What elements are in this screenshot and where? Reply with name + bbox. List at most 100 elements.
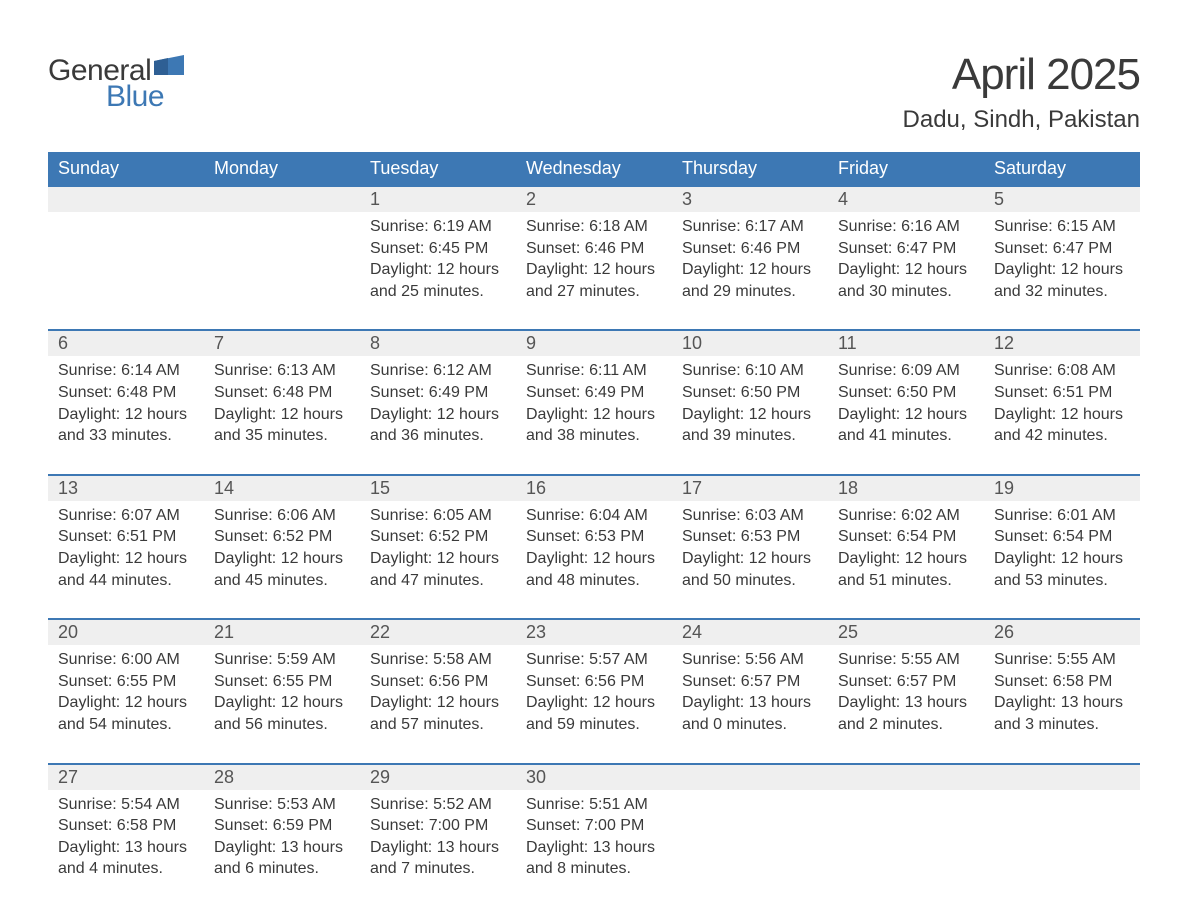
sunset-line: Sunset: 6:48 PM [58,382,194,404]
sunset-line: Sunset: 6:45 PM [370,238,506,260]
weekday-header-row: SundayMondayTuesdayWednesdayThursdayFrid… [48,152,1140,186]
day-number-row: 13141516171819 [48,475,1140,501]
sunrise-line: Sunrise: 6:19 AM [370,216,506,238]
sunrise-line: Sunrise: 5:56 AM [682,649,818,671]
daylight-line-2: and 39 minutes. [682,425,818,447]
daylight-line-1: Daylight: 13 hours [214,837,350,859]
sunrise-line: Sunrise: 6:12 AM [370,360,506,382]
daylight-line-2: and 42 minutes. [994,425,1130,447]
sunset-line: Sunset: 6:46 PM [682,238,818,260]
day-data-cell: Sunrise: 5:59 AMSunset: 6:55 PMDaylight:… [204,645,360,749]
day-data-cell: Sunrise: 6:15 AMSunset: 6:47 PMDaylight:… [984,212,1140,316]
sunrise-line: Sunrise: 6:10 AM [682,360,818,382]
day-number-row: 12345 [48,186,1140,212]
day-number-cell: 8 [360,330,516,356]
sunset-line: Sunset: 6:52 PM [370,526,506,548]
day-number-cell: 4 [828,186,984,212]
day-number-row: 20212223242526 [48,619,1140,645]
daylight-line-1: Daylight: 13 hours [994,692,1130,714]
sunrise-line: Sunrise: 6:09 AM [838,360,974,382]
day-data-cell: Sunrise: 5:51 AMSunset: 7:00 PMDaylight:… [516,790,672,894]
spacer-row [48,605,1140,619]
sunrise-line: Sunrise: 5:57 AM [526,649,662,671]
daylight-line-1: Daylight: 12 hours [526,259,662,281]
day-data-cell [672,790,828,894]
day-number-row: 6789101112 [48,330,1140,356]
daylight-line-1: Daylight: 12 hours [838,548,974,570]
day-data-cell: Sunrise: 6:11 AMSunset: 6:49 PMDaylight:… [516,356,672,460]
daylight-line-2: and 38 minutes. [526,425,662,447]
sunset-line: Sunset: 7:00 PM [526,815,662,837]
daylight-line-2: and 6 minutes. [214,858,350,880]
daylight-line-1: Daylight: 12 hours [994,404,1130,426]
sunset-line: Sunset: 6:56 PM [526,671,662,693]
sunset-line: Sunset: 6:54 PM [838,526,974,548]
day-data-row: Sunrise: 6:14 AMSunset: 6:48 PMDaylight:… [48,356,1140,460]
day-data-cell: Sunrise: 6:04 AMSunset: 6:53 PMDaylight:… [516,501,672,605]
daylight-line-1: Daylight: 12 hours [682,404,818,426]
daylight-line-1: Daylight: 13 hours [526,837,662,859]
day-number-cell: 19 [984,475,1140,501]
day-number-cell: 24 [672,619,828,645]
daylight-line-2: and 27 minutes. [526,281,662,303]
daylight-line-1: Daylight: 12 hours [838,259,974,281]
sunset-line: Sunset: 6:57 PM [682,671,818,693]
daylight-line-2: and 44 minutes. [58,570,194,592]
daylight-line-2: and 0 minutes. [682,714,818,736]
daylight-line-1: Daylight: 12 hours [370,692,506,714]
day-data-cell [204,212,360,316]
logo: General Blue [48,50,184,114]
sunset-line: Sunset: 6:51 PM [58,526,194,548]
sunset-line: Sunset: 6:52 PM [214,526,350,548]
day-data-cell: Sunrise: 6:00 AMSunset: 6:55 PMDaylight:… [48,645,204,749]
sunrise-line: Sunrise: 6:08 AM [994,360,1130,382]
sunrise-line: Sunrise: 6:15 AM [994,216,1130,238]
day-data-cell: Sunrise: 5:55 AMSunset: 6:58 PMDaylight:… [984,645,1140,749]
day-data-cell: Sunrise: 6:14 AMSunset: 6:48 PMDaylight:… [48,356,204,460]
day-data-cell: Sunrise: 5:55 AMSunset: 6:57 PMDaylight:… [828,645,984,749]
daylight-line-1: Daylight: 12 hours [214,404,350,426]
daylight-line-1: Daylight: 12 hours [526,404,662,426]
day-number-cell: 11 [828,330,984,356]
day-number-cell: 14 [204,475,360,501]
daylight-line-2: and 51 minutes. [838,570,974,592]
day-number-cell: 23 [516,619,672,645]
daylight-line-1: Daylight: 13 hours [682,692,818,714]
day-data-cell: Sunrise: 5:58 AMSunset: 6:56 PMDaylight:… [360,645,516,749]
day-number-cell: 27 [48,764,204,790]
daylight-line-2: and 32 minutes. [994,281,1130,303]
daylight-line-2: and 50 minutes. [682,570,818,592]
weekday-header: Thursday [672,152,828,186]
location-label: Dadu, Sindh, Pakistan [903,106,1140,134]
sunrise-line: Sunrise: 6:03 AM [682,505,818,527]
day-number-cell [672,764,828,790]
daylight-line-1: Daylight: 12 hours [370,259,506,281]
daylight-line-2: and 36 minutes. [370,425,506,447]
day-number-cell: 20 [48,619,204,645]
sunset-line: Sunset: 6:49 PM [526,382,662,404]
sunrise-line: Sunrise: 6:04 AM [526,505,662,527]
day-data-cell: Sunrise: 6:05 AMSunset: 6:52 PMDaylight:… [360,501,516,605]
day-number-cell: 10 [672,330,828,356]
daylight-line-1: Daylight: 12 hours [370,548,506,570]
daylight-line-1: Daylight: 12 hours [58,548,194,570]
sunset-line: Sunset: 6:49 PM [370,382,506,404]
sunset-line: Sunset: 6:50 PM [682,382,818,404]
sunset-line: Sunset: 6:54 PM [994,526,1130,548]
day-number-cell: 2 [516,186,672,212]
day-data-cell: Sunrise: 6:08 AMSunset: 6:51 PMDaylight:… [984,356,1140,460]
logo-word-blue: Blue [106,80,184,114]
day-data-cell: Sunrise: 6:13 AMSunset: 6:48 PMDaylight:… [204,356,360,460]
day-number-cell: 21 [204,619,360,645]
day-data-cell [984,790,1140,894]
sunset-line: Sunset: 6:53 PM [682,526,818,548]
month-title: April 2025 [903,50,1140,100]
flag-icon [154,50,184,82]
sunrise-line: Sunrise: 5:58 AM [370,649,506,671]
day-number-cell: 5 [984,186,1140,212]
sunrise-line: Sunrise: 6:01 AM [994,505,1130,527]
sunrise-line: Sunrise: 6:00 AM [58,649,194,671]
day-data-row: Sunrise: 6:00 AMSunset: 6:55 PMDaylight:… [48,645,1140,749]
spacer-row [48,750,1140,764]
day-data-cell: Sunrise: 5:52 AMSunset: 7:00 PMDaylight:… [360,790,516,894]
